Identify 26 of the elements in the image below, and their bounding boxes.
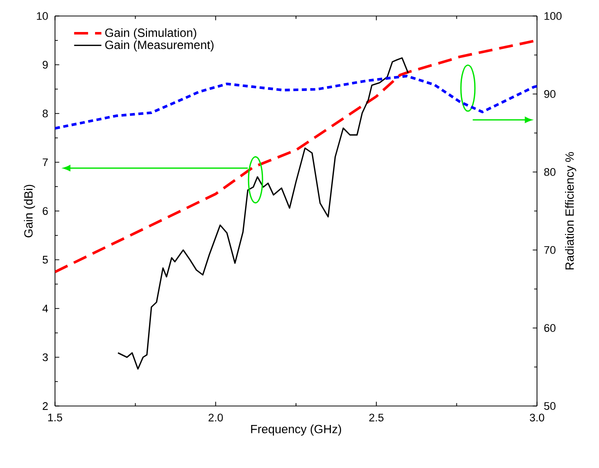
x-axis-title: Frequency (GHz)	[251, 424, 342, 436]
y2-tick-label: 70	[544, 246, 556, 254]
y2-axis-title: Radiation Efficiency %	[565, 152, 576, 270]
line-series	[55, 74, 538, 130]
y-tick-label: 9	[42, 60, 48, 69]
y2-tick-label: 80	[544, 168, 556, 176]
y2-tick-label: 90	[544, 90, 556, 98]
x-tick-label: 2.0	[208, 414, 223, 422]
x-tick-label: 1.5	[48, 414, 62, 422]
x-tick-label: 3.0	[530, 414, 544, 422]
y-tick-label: 5	[42, 256, 48, 264]
legend-label: Gain (Simulation)	[105, 28, 196, 40]
y-axis-title: Gain (dBi)	[24, 184, 36, 238]
y-tick-label: 6	[42, 207, 48, 215]
y2-tick-label: 60	[544, 324, 556, 332]
y2-tick-label: 50	[544, 402, 556, 410]
y-tick-label: 8	[42, 110, 48, 118]
x-tick-label: 2.5	[369, 414, 384, 422]
y-tick-label: 10	[36, 12, 48, 20]
y-tick-label: 7	[42, 158, 48, 166]
y-tick-label: 4	[42, 304, 48, 312]
y2-tick-label: 100	[544, 12, 562, 20]
line-series	[117, 57, 409, 370]
y-tick-label: 3	[42, 353, 48, 362]
legend-label: Gain (Measurement)	[105, 40, 214, 52]
y-tick-label: 2	[42, 402, 48, 410]
